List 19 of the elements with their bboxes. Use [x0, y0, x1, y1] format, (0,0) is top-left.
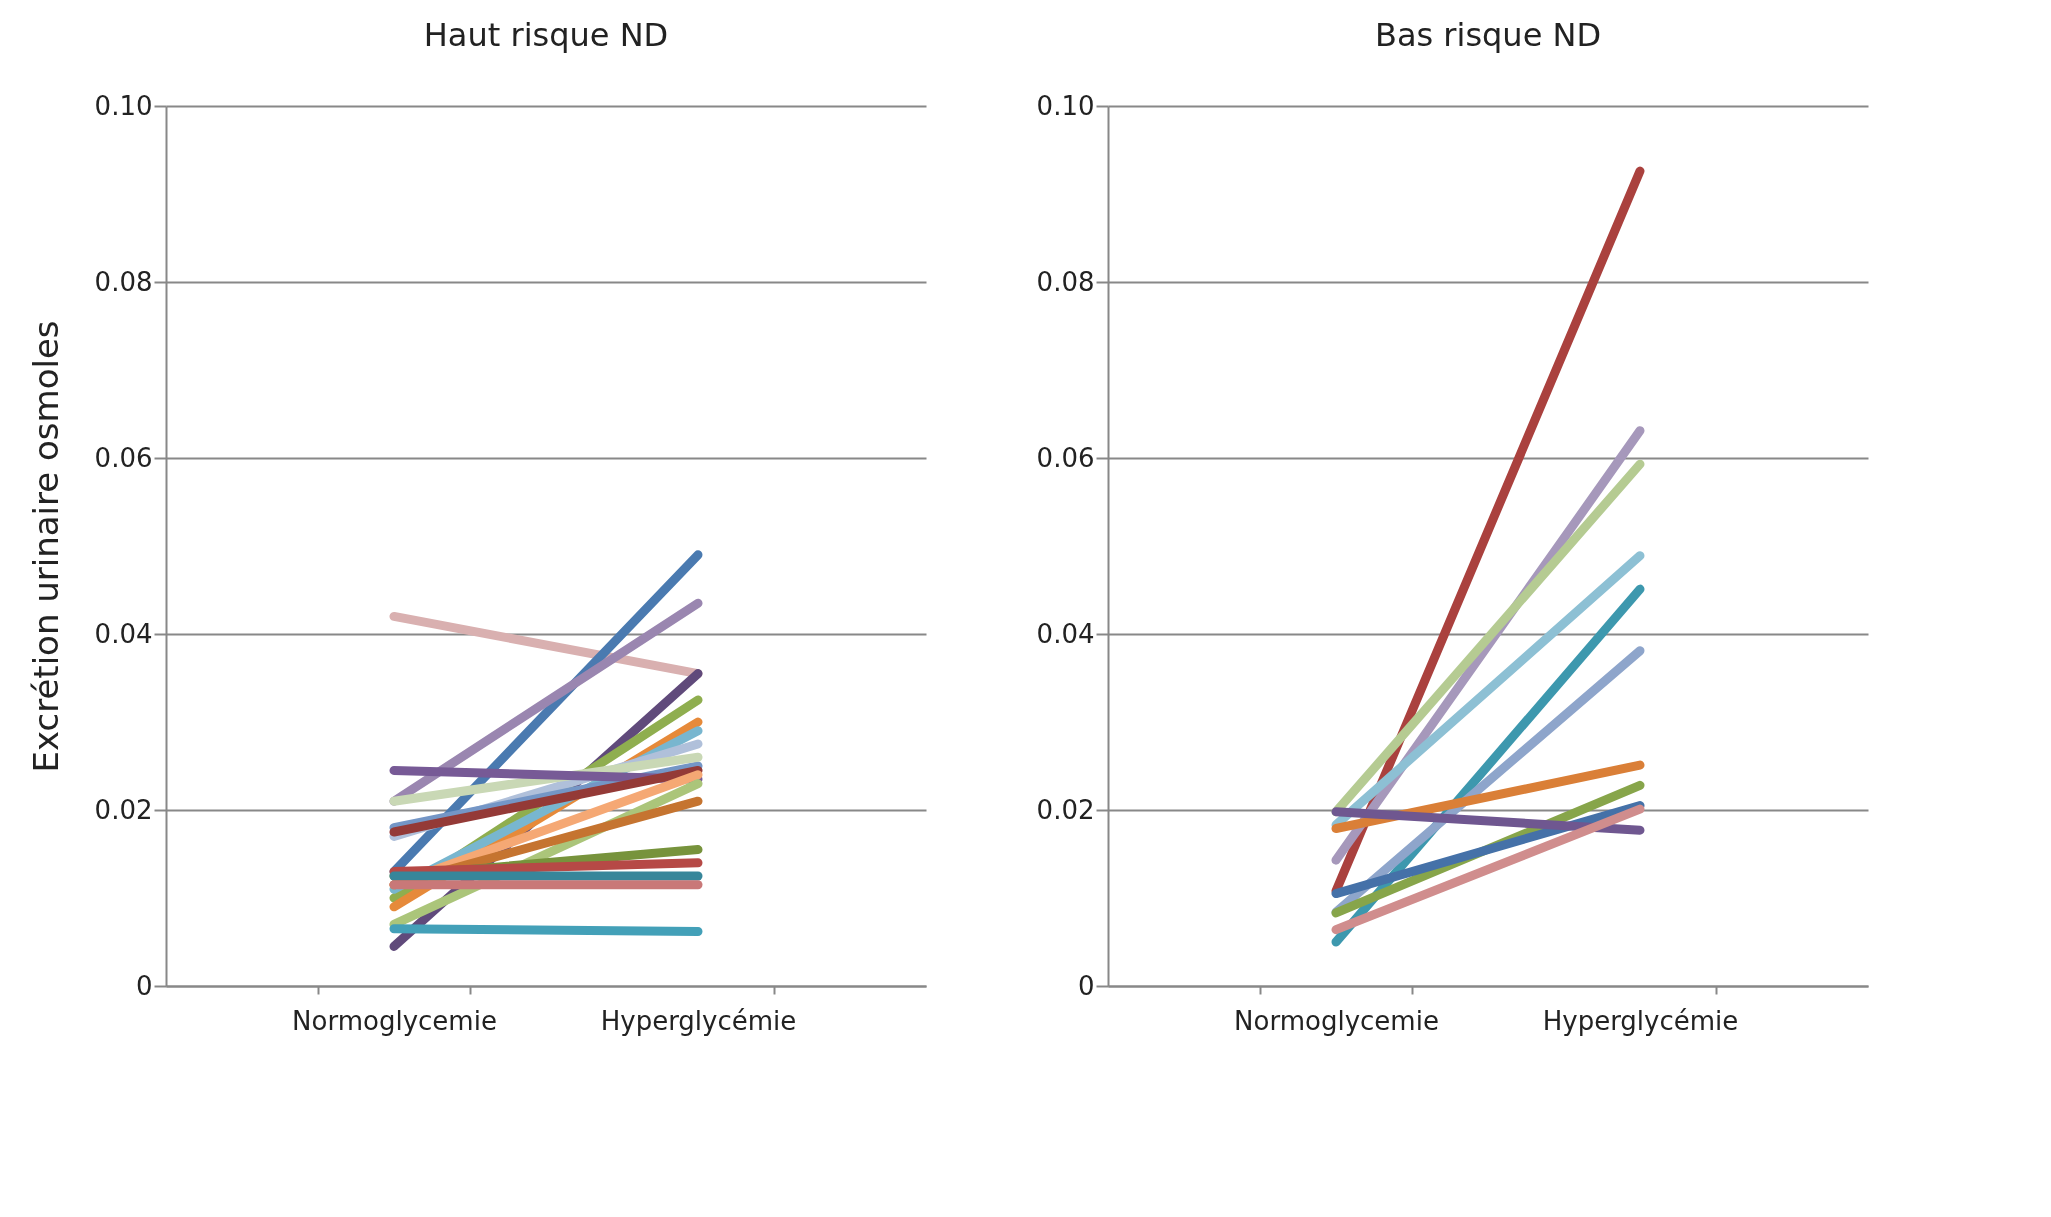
y-tick-label: 0	[1077, 970, 1095, 1001]
y-tick-label: 0.02	[94, 794, 153, 825]
chart-title: Haut risque ND	[423, 16, 669, 54]
y-tick-label: 0.06	[94, 442, 153, 473]
y-tick-label: 0.10	[94, 90, 153, 121]
y-tick-label: 0.04	[94, 618, 153, 649]
x-tick-label: Normoglycemie	[292, 1005, 497, 1036]
chart-title: Bas risque ND	[1374, 16, 1602, 54]
y-tick-label: 0	[135, 970, 153, 1001]
y-tick-label: 0.04	[1036, 618, 1095, 649]
y-tick-label: 0.08	[1036, 266, 1095, 297]
y-tick-label: 0.08	[94, 266, 153, 297]
y-axis-title: Excrétion urinaire osmoles	[25, 320, 66, 773]
y-tick-label: 0.10	[1036, 90, 1095, 121]
x-tick-label: Normoglycemie	[1234, 1005, 1439, 1036]
x-tick-label: Hyperglycémie	[1542, 1005, 1739, 1036]
y-tick-label: 0.02	[1036, 794, 1095, 825]
y-tick-label: 0.06	[1036, 442, 1095, 473]
x-tick-label: Hyperglycémie	[600, 1005, 797, 1036]
